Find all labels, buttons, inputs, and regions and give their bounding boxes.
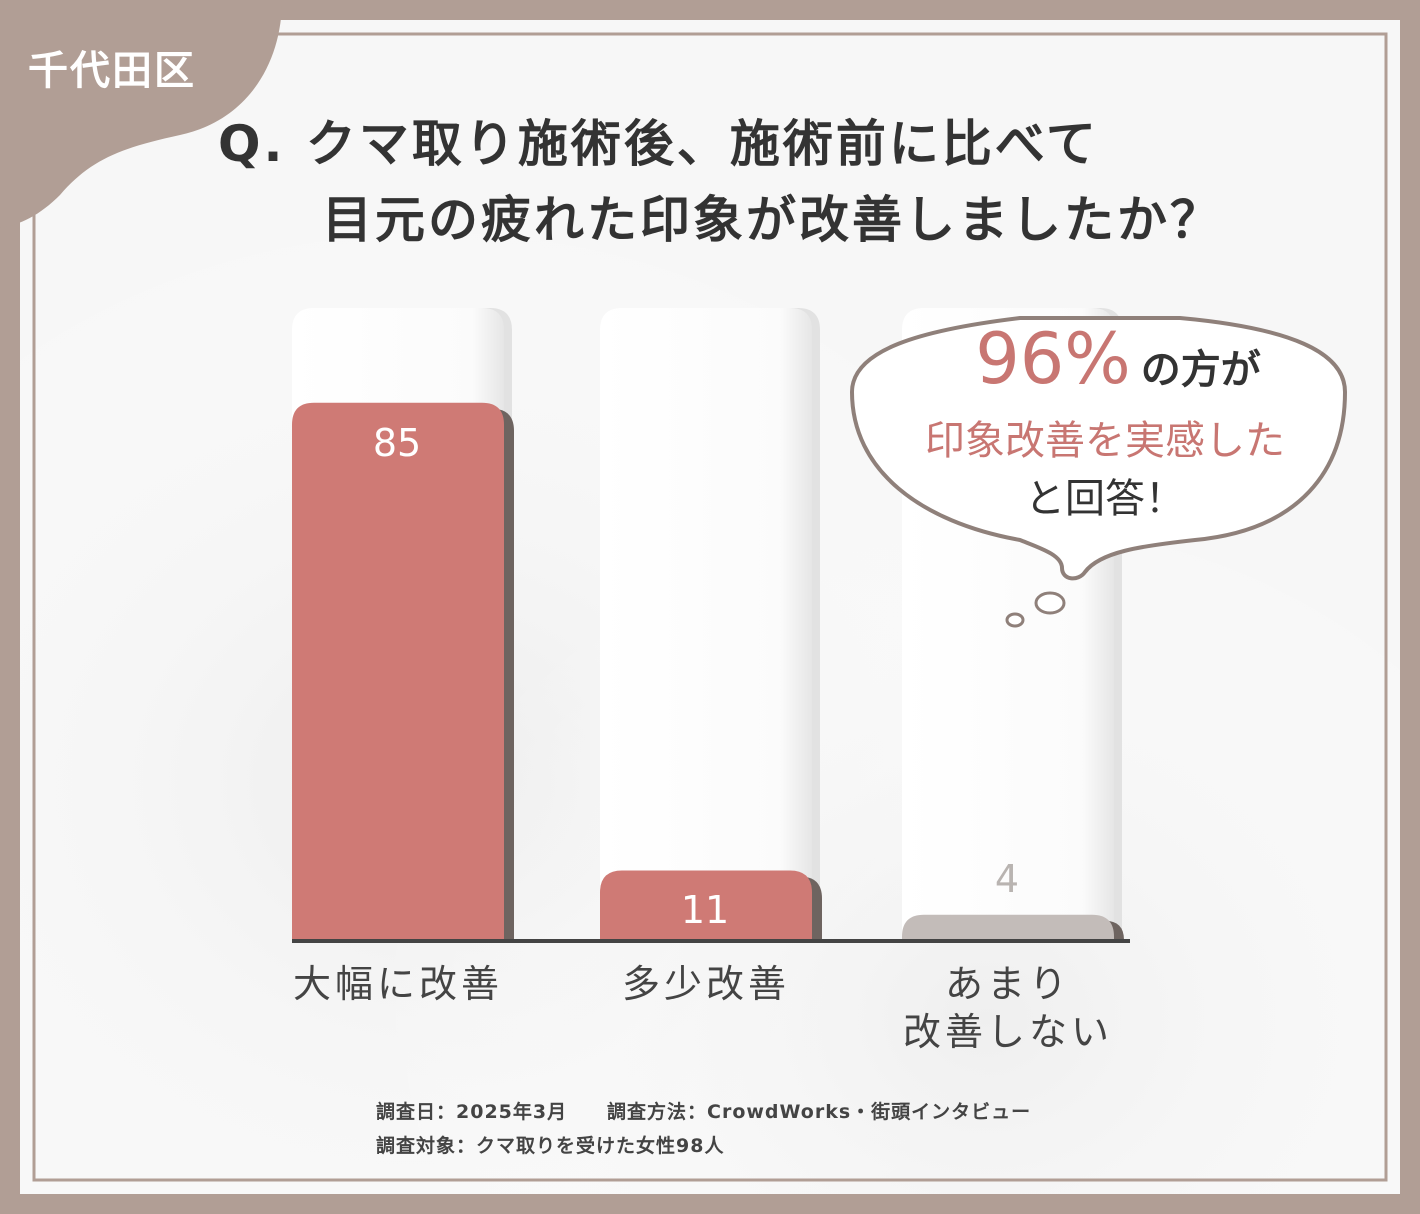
category-label-0: 大幅に改善 bbox=[252, 960, 544, 1008]
bar-value-label-1: 11 bbox=[680, 888, 730, 933]
category-label-line: 改善しない bbox=[902, 1010, 1113, 1054]
bar-1 bbox=[600, 870, 812, 940]
bar-value-label-0: 85 bbox=[372, 420, 422, 465]
category-label-line: 大幅に改善 bbox=[292, 962, 503, 1006]
bubble-shape bbox=[849, 316, 1348, 581]
callout-percent: 96% bbox=[975, 318, 1131, 400]
bubble-dot-large bbox=[1034, 591, 1066, 615]
category-label-line: 多少改善 bbox=[621, 962, 790, 1006]
bar-2 bbox=[902, 914, 1114, 940]
callout-line-2: 印象改善を実感した bbox=[925, 418, 1285, 464]
callout-line-3: と回答！ bbox=[1025, 476, 1185, 522]
badge-shape bbox=[0, 0, 282, 228]
bar-value-label-2: 4 bbox=[994, 856, 1020, 901]
question-line-2: 目元の疲れた印象が改善しましたか？ bbox=[322, 191, 1223, 249]
callout-headline: 96% の方が bbox=[958, 318, 1278, 400]
question-line-1: Q. クマ取り施術後、施術前に比べて bbox=[218, 115, 1099, 173]
survey-target: 調査対象：クマ取りを受けた女性98人 bbox=[376, 1135, 725, 1157]
callout-percent-suffix: の方が bbox=[1140, 347, 1261, 393]
category-label-line: あまり bbox=[944, 962, 1071, 1006]
survey-date: 調査日：2025年3月 bbox=[376, 1101, 568, 1123]
bar-track-1 bbox=[600, 308, 812, 940]
category-label-1: 多少改善 bbox=[560, 960, 852, 1008]
category-label-2: あまり 改善しない bbox=[862, 960, 1154, 1056]
survey-method: 調査方法：CrowdWorks・街頭インタビュー bbox=[607, 1101, 1032, 1123]
region-badge-text: 千代田区 bbox=[28, 48, 196, 94]
bubble-dot-small bbox=[1005, 612, 1025, 628]
bar-0 bbox=[292, 402, 504, 940]
